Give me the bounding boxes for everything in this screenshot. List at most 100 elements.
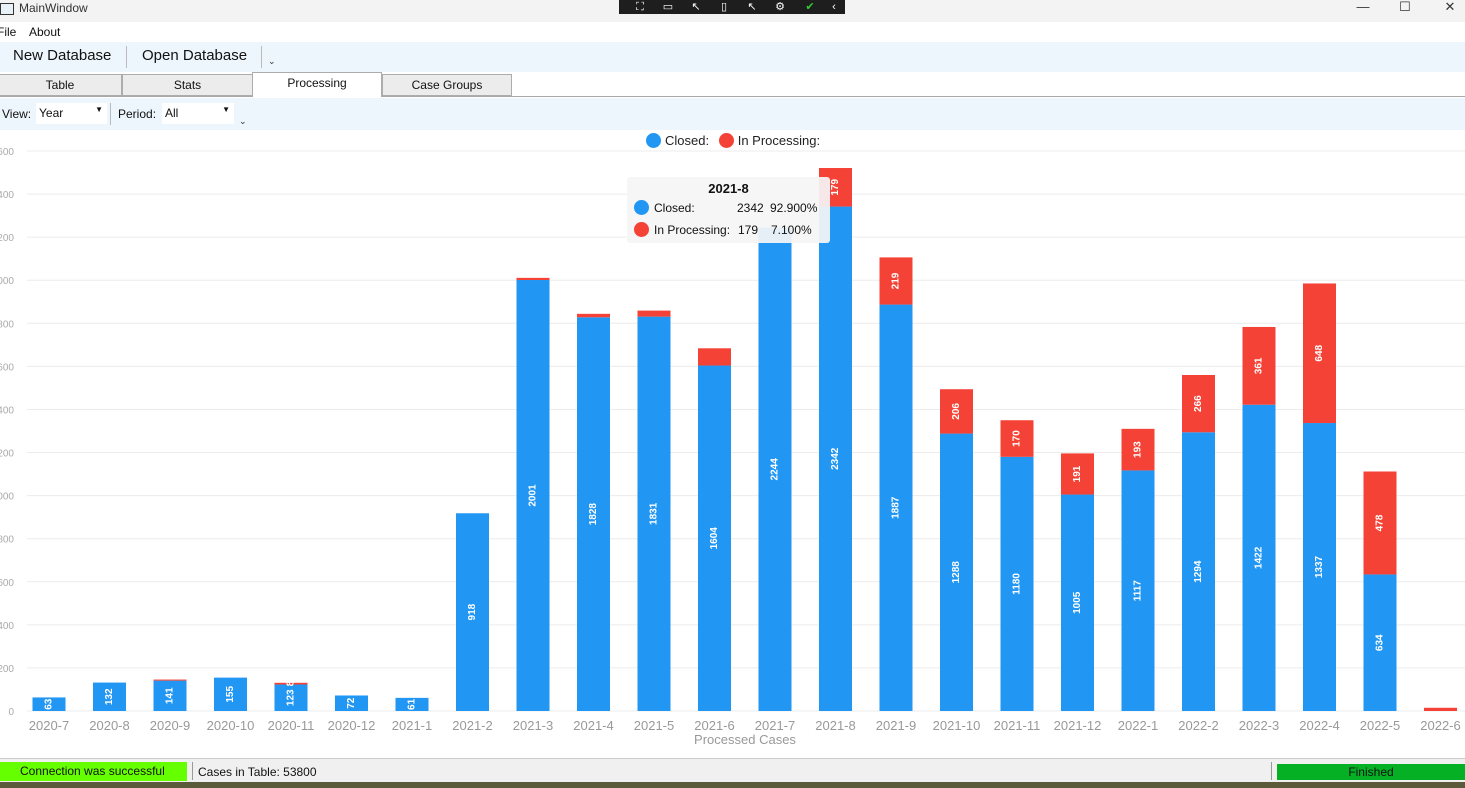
window-title: MainWindow <box>19 1 88 15</box>
bar-closed[interactable] <box>758 227 792 711</box>
bar-closed[interactable] <box>879 304 913 711</box>
bar-in-processing[interactable] <box>879 257 913 305</box>
bar-closed-label: 123 <box>286 689 297 706</box>
settings-icon[interactable]: ⚙ <box>775 1 785 13</box>
collapse-icon[interactable]: ‹ <box>832 1 836 13</box>
y-tick-label: 2400 <box>0 190 14 201</box>
bar-closed[interactable] <box>1000 456 1034 711</box>
view-label: View: <box>2 107 32 121</box>
x-tick-label: 2021-6 <box>694 718 734 733</box>
x-tick-label: 2021-2 <box>452 718 492 733</box>
bar-in-processing[interactable] <box>940 389 973 434</box>
x-tick-label: 2022-3 <box>1239 718 1279 733</box>
window-capture-icon[interactable]: ▯ <box>720 1 728 13</box>
tab-table[interactable]: Table <box>0 74 122 96</box>
tab-processing[interactable]: Processing <box>252 72 382 97</box>
x-tick-label: 2021-1 <box>392 718 432 733</box>
bar-in-processing[interactable] <box>1182 375 1215 433</box>
bar-closed[interactable] <box>153 680 187 711</box>
period-select[interactable]: All ▼ <box>162 103 234 124</box>
bar-closed[interactable] <box>698 365 731 711</box>
x-tick-label: 2020-12 <box>328 718 376 733</box>
new-database-button[interactable]: New Database <box>13 47 112 64</box>
tab-case-groups[interactable]: Case Groups <box>382 74 512 96</box>
bar-processing-label: 179 <box>830 179 841 196</box>
y-tick-label: 600 <box>0 578 14 589</box>
bar-closed-label: 63 <box>44 698 55 710</box>
view-select-value: Year <box>39 106 64 120</box>
status-separator <box>192 762 193 780</box>
check-icon[interactable]: ✔ <box>805 1 815 13</box>
close-button[interactable]: ✕ <box>1444 0 1456 14</box>
toolbar-overflow-icon[interactable]: ⌄ <box>268 56 276 66</box>
menu-bar: File About <box>0 22 1465 42</box>
bars[interactable]: 63 132 141 155 123 8 72 61 918 2001 1828 1831 1604 22… <box>32 168 1458 712</box>
bar-in-processing[interactable] <box>1000 420 1034 457</box>
bar-closed[interactable] <box>940 433 973 711</box>
tooltip-row-processing: In Processing: 179 7.100% <box>634 222 829 238</box>
bar-processing-label: 648 <box>1314 344 1325 361</box>
dropdown-arrow-icon: ▼ <box>95 105 103 114</box>
filter-overflow-icon[interactable]: ⌄ <box>239 116 247 126</box>
bar-in-processing[interactable] <box>698 348 731 366</box>
bar-closed[interactable] <box>637 316 671 711</box>
bar-closed-label: 61 <box>407 698 418 710</box>
capture-region-icon[interactable]: ⛶ <box>636 1 644 13</box>
y-axis-ticks: 0 200 400 600 800 1000 1200 1400 1600 1800 2000 220… <box>0 147 14 718</box>
bar-closed[interactable] <box>1061 494 1094 711</box>
bar-closed[interactable] <box>335 695 368 711</box>
bar-in-processing[interactable] <box>153 679 187 681</box>
open-database-button[interactable]: Open Database <box>142 47 248 64</box>
bar-in-processing[interactable] <box>577 313 610 318</box>
filter-bar: View: Year ▼ Period: All ▼ ⌄ <box>0 98 1465 130</box>
y-tick-label: 0 <box>8 707 14 718</box>
bar-in-processing[interactable] <box>1424 707 1457 711</box>
bar-closed[interactable] <box>395 697 429 711</box>
bar-closed[interactable] <box>516 280 550 711</box>
bar-processing-label: 219 <box>891 272 902 289</box>
bar-closed[interactable] <box>819 206 852 712</box>
bar-closed[interactable] <box>577 317 610 711</box>
cursor-capture-icon[interactable]: ↖ <box>747 1 757 13</box>
bar-in-processing[interactable] <box>1363 471 1397 575</box>
video-icon[interactable]: ▭ <box>662 1 674 13</box>
bar-closed[interactable] <box>32 697 66 711</box>
legend-closed-swatch <box>646 133 661 148</box>
y-tick-label: 400 <box>0 621 14 632</box>
legend-processing-swatch <box>718 133 734 148</box>
screen-capture-toolbar: ⛶ ▭ ↖ ▯ ↖ ⚙ ✔ ‹ <box>619 0 845 14</box>
legend-closed[interactable]: Closed: <box>646 133 709 148</box>
bar-in-processing[interactable] <box>516 277 550 281</box>
bar-closed[interactable] <box>456 513 489 711</box>
bar-in-processing[interactable] <box>1121 428 1155 471</box>
bar-closed[interactable] <box>214 677 247 711</box>
pointer-icon[interactable]: ↖ <box>691 1 701 13</box>
bar-in-processing[interactable] <box>274 682 308 685</box>
y-tick-label: 2200 <box>0 233 14 244</box>
bar-in-processing[interactable] <box>637 310 671 317</box>
x-tick-label: 2021-4 <box>573 718 613 733</box>
view-select[interactable]: Year ▼ <box>36 103 107 124</box>
bar-closed[interactable] <box>1363 574 1397 711</box>
tooltip-closed-percent: 92.900% <box>770 201 818 215</box>
bar-closed[interactable] <box>1242 404 1276 711</box>
minimize-button[interactable]: — <box>1356 0 1370 14</box>
bar-closed[interactable] <box>93 682 126 711</box>
x-tick-label: 2021-12 <box>1054 718 1102 733</box>
maximize-button[interactable]: ☐ <box>1399 0 1411 14</box>
bar-closed[interactable] <box>274 684 308 711</box>
toolbar: New Database Open Database ⌄ <box>0 42 1465 72</box>
menu-file[interactable]: File <box>0 25 17 39</box>
x-axis-ticks: 2020-7 2020-8 2020-9 2020-10 2020-11 2020-12 2… <box>29 718 1461 733</box>
bar-in-processing[interactable] <box>1061 453 1094 495</box>
bar-closed[interactable] <box>1303 423 1336 711</box>
x-tick-label: 2020-10 <box>207 718 255 733</box>
tab-stats[interactable]: Stats <box>122 74 253 96</box>
bar-in-processing[interactable] <box>1242 326 1276 405</box>
bar-closed[interactable] <box>1182 432 1215 711</box>
legend-processing[interactable]: In Processing: <box>718 133 820 148</box>
bar-in-processing[interactable] <box>1303 283 1336 424</box>
menu-about[interactable]: About <box>29 25 61 39</box>
bar-closed-label: 2342 <box>830 447 841 470</box>
bar-closed[interactable] <box>1121 470 1155 711</box>
